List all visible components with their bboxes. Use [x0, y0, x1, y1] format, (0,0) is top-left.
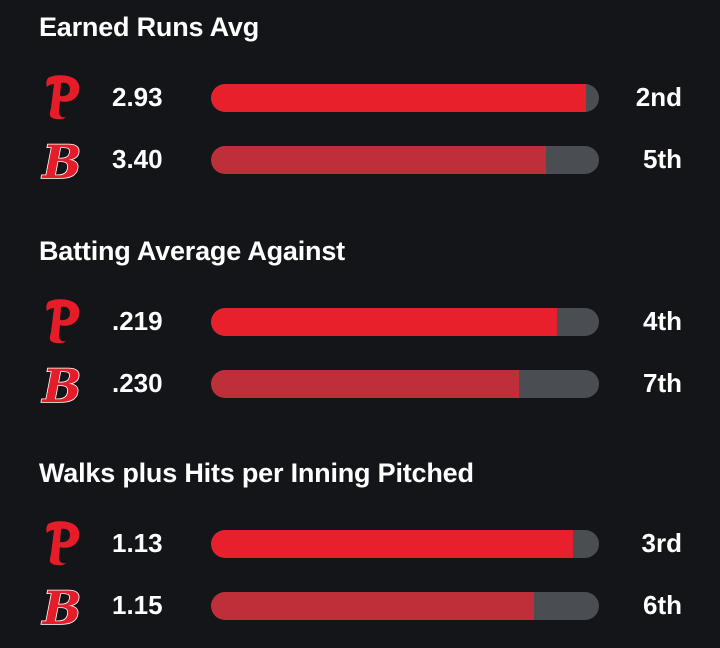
stat-rank: 5th	[643, 144, 682, 174]
phillies-p-logo-icon	[40, 518, 84, 568]
bar-fill	[211, 84, 586, 112]
stat-row-phillies: 2.93 2nd	[0, 72, 720, 122]
section-title: Walks plus Hits per Inning Pitched	[39, 458, 474, 488]
stat-row-redsox: B 1.15 6th	[0, 580, 720, 636]
phillies-p-logo-icon	[40, 72, 84, 122]
redsox-b-logo-icon: B	[40, 134, 84, 190]
bar-fill	[211, 308, 557, 336]
bar-track	[211, 308, 599, 336]
phillies-p-logo-icon	[40, 296, 84, 346]
stat-rank: 6th	[643, 590, 682, 620]
redsox-b-logo-icon: B	[40, 580, 84, 636]
bar-fill	[211, 592, 534, 620]
stat-row-redsox: B 3.40 5th	[0, 134, 720, 190]
stat-rank: 4th	[643, 306, 682, 336]
redsox-b-logo-icon: B	[40, 358, 84, 414]
bar-fill	[211, 146, 546, 174]
bar-track	[211, 530, 599, 558]
stat-rank: 7th	[643, 368, 682, 398]
bar-track	[211, 370, 599, 398]
stat-value: .219	[112, 306, 163, 336]
stat-value: 2.93	[112, 82, 163, 112]
stat-row-phillies: .219 4th	[0, 296, 720, 346]
stat-row-phillies: 1.13 3rd	[0, 518, 720, 568]
stat-value: 1.15	[112, 590, 163, 620]
stat-value: 1.13	[112, 528, 163, 558]
svg-text:B: B	[41, 135, 82, 184]
bar-track	[211, 146, 599, 174]
stat-value: .230	[112, 368, 163, 398]
stat-rank: 2nd	[635, 82, 682, 112]
section-title: Batting Average Against	[39, 236, 345, 266]
stat-row-redsox: B .230 7th	[0, 358, 720, 414]
bar-track	[211, 84, 599, 112]
chart-section: Batting Average Against .219 4th B .230 7th	[0, 224, 720, 424]
bar-fill	[211, 530, 573, 558]
bar-fill	[211, 370, 519, 398]
section-title: Earned Runs Avg	[39, 12, 260, 42]
svg-text:B: B	[41, 359, 82, 408]
bar-track	[211, 592, 599, 620]
svg-text:B: B	[41, 581, 82, 630]
stat-rank: 3rd	[641, 528, 682, 558]
chart-section: Earned Runs Avg 2.93 2nd B 3.40 5th	[0, 0, 720, 200]
chart-section: Walks plus Hits per Inning Pitched 1.13 3r…	[0, 446, 720, 646]
stat-value: 3.40	[112, 144, 163, 174]
